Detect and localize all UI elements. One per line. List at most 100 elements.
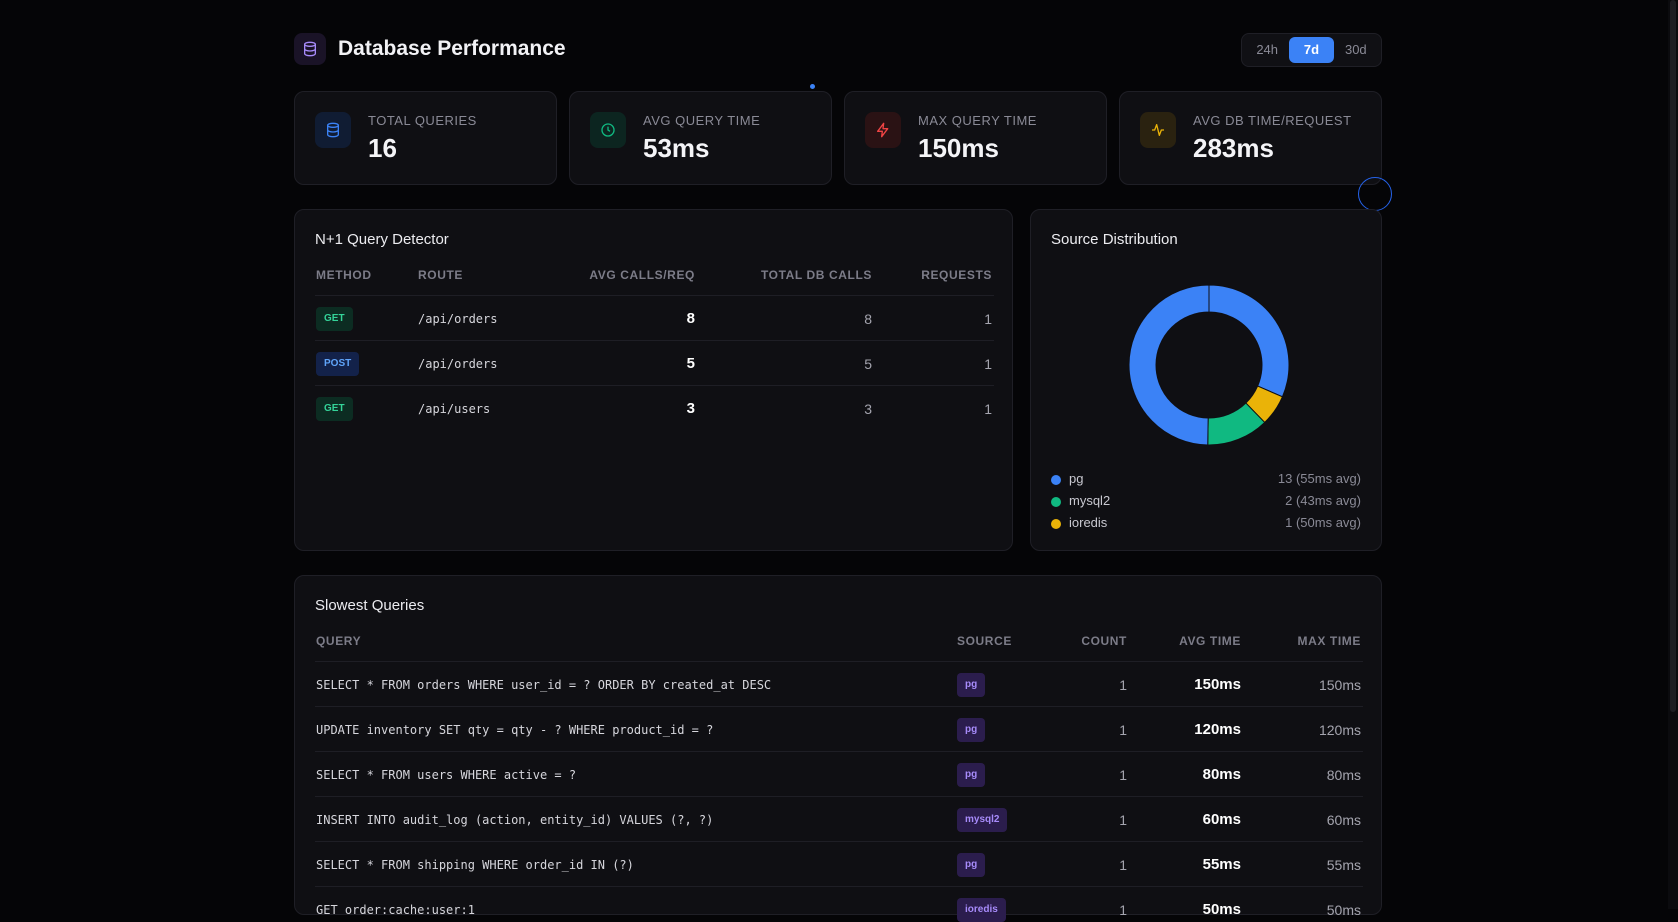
- route-text: /api/orders: [418, 312, 498, 326]
- source-badge: pg: [957, 718, 986, 742]
- column-header-source[interactable]: SOURCE: [957, 634, 1012, 648]
- avg-time-value: 60ms: [1202, 811, 1241, 828]
- divider: [315, 706, 1363, 707]
- range-30d-button[interactable]: 30d: [1344, 42, 1367, 57]
- legend-dot: [1051, 519, 1061, 529]
- column-header-method[interactable]: METHOD: [316, 268, 372, 282]
- legend-value: 2 (43ms avg): [1285, 493, 1361, 508]
- divider: [315, 340, 994, 341]
- divider: [315, 385, 994, 386]
- max-time-value: 150ms: [1318, 677, 1361, 693]
- divider: [315, 661, 1363, 662]
- legend-item-pg: pg 13 (55ms avg): [1051, 471, 1361, 489]
- query-text: INSERT INTO audit_log (action, entity_id…: [316, 813, 714, 827]
- stat-value: 16: [368, 133, 397, 163]
- column-header-count[interactable]: COUNT: [1081, 634, 1127, 648]
- method-badge-post: POST: [316, 352, 360, 376]
- stat-label: TOTAL QUERIES: [368, 113, 477, 128]
- legend-name: mysql2: [1069, 493, 1111, 508]
- source-badge: ioredis: [957, 898, 1006, 922]
- legend-item-mysql2: mysql2 2 (43ms avg): [1051, 493, 1361, 511]
- loading-dot: [810, 84, 815, 89]
- requests-value: 1: [984, 401, 992, 417]
- count-value: 1: [1119, 767, 1127, 783]
- total-db-calls-value: 3: [864, 401, 872, 417]
- requests-value: 1: [984, 311, 992, 327]
- route-text: /api/users: [418, 402, 491, 416]
- legend-item-ioredis: ioredis 1 (50ms avg): [1051, 515, 1361, 533]
- donut-slice-pg[interactable]: [1208, 285, 1289, 398]
- avg-time-value: 55ms: [1202, 856, 1241, 873]
- stat-card-avg-query-time: AVG QUERY TIME 53ms: [569, 91, 832, 185]
- legend-name: pg: [1069, 471, 1084, 486]
- max-time-value: 120ms: [1318, 722, 1361, 738]
- range-24h-button[interactable]: 24h: [1256, 42, 1279, 57]
- stat-label: AVG DB TIME/REQUEST: [1193, 113, 1352, 128]
- stat-value: 53ms: [643, 133, 710, 163]
- stat-card-avg-db-time-request: AVG DB TIME/REQUEST 283ms: [1119, 91, 1382, 185]
- time-range-selector: 24h 7d 30d: [1241, 33, 1382, 67]
- max-time-value: 50ms: [1326, 902, 1361, 918]
- divider: [315, 796, 1363, 797]
- stat-card-total-queries: TOTAL QUERIES 16: [294, 91, 557, 185]
- page-scrollbar-thumb[interactable]: [1670, 0, 1676, 712]
- source-badge: pg: [957, 763, 986, 787]
- column-header-query[interactable]: QUERY: [316, 634, 362, 648]
- range-7d-button[interactable]: 7d: [1289, 37, 1334, 63]
- avg-calls-value: 5: [686, 355, 695, 372]
- lightning-icon: [865, 112, 901, 148]
- count-value: 1: [1119, 722, 1127, 738]
- count-value: 1: [1119, 857, 1127, 873]
- n-plus-one-detector-card: N+1 Query Detector METHOD ROUTE AVG CALL…: [294, 209, 1013, 551]
- column-header-requests[interactable]: REQUESTS: [921, 268, 992, 282]
- stat-card-max-query-time: MAX QUERY TIME 150ms: [844, 91, 1107, 185]
- legend-name: ioredis: [1069, 515, 1108, 530]
- legend-value: 1 (50ms avg): [1285, 515, 1361, 530]
- donut-slice-pg[interactable]: [1129, 285, 1210, 445]
- total-db-calls-value: 5: [864, 356, 872, 372]
- slowest-queries-card: Slowest Queries QUERY SOURCE COUNT AVG T…: [294, 575, 1382, 922]
- stat-label: AVG QUERY TIME: [643, 113, 761, 128]
- count-value: 1: [1119, 812, 1127, 828]
- route-text: /api/orders: [418, 357, 498, 371]
- avg-time-value: 120ms: [1194, 721, 1241, 738]
- max-time-value: 60ms: [1326, 812, 1361, 828]
- divider: [315, 751, 1363, 752]
- column-header-route[interactable]: ROUTE: [418, 268, 463, 282]
- avg-time-value: 80ms: [1202, 766, 1241, 783]
- card-title: Slowest Queries: [315, 597, 425, 614]
- activity-icon: [1140, 112, 1176, 148]
- cursor-ring-indicator: [1358, 177, 1392, 211]
- query-text: SELECT * FROM shipping WHERE order_id IN…: [316, 858, 634, 872]
- page-scrollbar-track[interactable]: [1668, 0, 1678, 909]
- count-value: 1: [1119, 677, 1127, 693]
- column-header-total-db-calls[interactable]: TOTAL DB CALLS: [760, 268, 872, 282]
- column-header-avg-calls[interactable]: AVG CALLS/REQ: [589, 268, 695, 282]
- count-value: 1: [1119, 902, 1127, 918]
- divider: [315, 841, 1363, 842]
- clock-icon: [590, 112, 626, 148]
- query-text: GET order:cache:user:1: [316, 903, 475, 917]
- max-time-value: 55ms: [1326, 857, 1361, 873]
- column-header-max-time[interactable]: MAX TIME: [1297, 634, 1361, 648]
- divider: [315, 295, 994, 296]
- avg-time-value: 150ms: [1194, 676, 1241, 693]
- legend-dot: [1051, 475, 1061, 485]
- query-text: SELECT * FROM orders WHERE user_id = ? O…: [316, 678, 772, 692]
- source-badge: pg: [957, 853, 986, 877]
- divider: [315, 886, 1363, 887]
- stat-label: MAX QUERY TIME: [918, 113, 1037, 128]
- page-title: Database Performance: [338, 37, 566, 60]
- legend-value: 13 (55ms avg): [1277, 471, 1361, 486]
- query-text: SELECT * FROM users WHERE active = ?: [316, 768, 577, 782]
- requests-value: 1: [984, 356, 992, 372]
- max-time-value: 80ms: [1326, 767, 1361, 783]
- avg-calls-value: 3: [686, 400, 695, 417]
- stats-row: TOTAL QUERIES 16 AVG QUERY TIME 53ms MAX…: [294, 91, 1382, 185]
- query-text: UPDATE inventory SET qty = qty - ? WHERE…: [316, 723, 714, 737]
- legend-dot: [1051, 497, 1061, 507]
- card-title: N+1 Query Detector: [315, 231, 449, 248]
- page-header: Database Performance 24h 7d 30d: [294, 33, 1382, 67]
- database-icon: [315, 112, 351, 148]
- column-header-avg-time[interactable]: AVG TIME: [1179, 634, 1241, 648]
